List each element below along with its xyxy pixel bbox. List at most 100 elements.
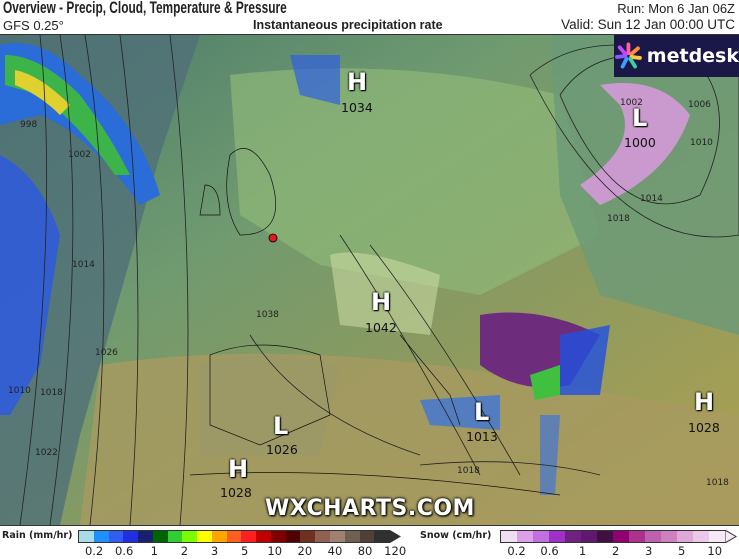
map-canvas: 998 1002 1014 1026 1018 1010 1022 1002 1… — [0, 34, 739, 526]
isobar-label: 1010 — [8, 386, 31, 396]
isobar-label: 1018 — [457, 466, 480, 476]
rain-tick-label: 120 — [384, 544, 407, 558]
snow-color-swatch — [533, 531, 549, 542]
weather-map[interactable]: 998 1002 1014 1026 1018 1010 1022 1002 1… — [0, 34, 739, 526]
snow-tick-label: 0.2 — [507, 544, 526, 558]
snow-colorbar — [500, 530, 726, 543]
rain-color-swatch — [123, 531, 139, 542]
rain-color-swatch — [211, 531, 227, 542]
rain-color-swatch — [256, 531, 271, 542]
location-marker — [268, 233, 278, 243]
metdesk-star-icon — [614, 42, 642, 69]
snow-color-swatch — [501, 531, 517, 542]
rain-tick-label: 3 — [210, 544, 219, 558]
chart-subtitle: Instantaneous precipitation rate — [253, 18, 443, 32]
pressure-value: 1034 — [341, 100, 373, 115]
isobar-label: 998 — [20, 120, 37, 130]
chart-title: Overview - Precip, Cloud, Temperature & … — [3, 0, 287, 17]
rain-turkey-core — [530, 365, 560, 400]
snow-color-swatch — [597, 531, 613, 542]
atlantic-ocean — [0, 35, 200, 525]
rain-color-swatch — [344, 531, 360, 542]
isobar-label: 1006 — [688, 100, 711, 110]
rain-color-swatch — [152, 531, 168, 542]
rain-greece — [420, 395, 500, 430]
isobar-label: 1018 — [40, 388, 63, 398]
snow-color-swatch — [517, 531, 533, 542]
snow-tick-label: 3 — [645, 544, 653, 558]
rain-tick-label: 2 — [180, 544, 189, 558]
rain-colorbar — [78, 530, 390, 543]
coastlines — [189, 148, 561, 496]
rain-color-swatch — [197, 531, 212, 542]
rain-colorbar-arrow — [389, 530, 401, 543]
rain-color-swatch — [300, 531, 316, 542]
snow-tick-label: 5 — [678, 544, 686, 558]
snow-color-swatch — [629, 531, 645, 542]
legend: Rain (mm/hr) 0.2 0.6 1 2 3 5 10 20 40 80 120 Snow … — [0, 526, 739, 559]
snow-color-swatch — [661, 531, 677, 542]
isobar-label: 1018 — [706, 478, 729, 488]
pressure-value: 1042 — [365, 320, 397, 335]
rain-turkey — [560, 325, 610, 395]
metdesk-logo: metdesk — [614, 35, 739, 77]
russia-cloud — [550, 35, 739, 335]
high-pressure-label: H — [228, 455, 249, 483]
isobar-label: 1018 — [607, 214, 630, 224]
snow-tick-label: 2 — [611, 544, 620, 558]
rain-tick-label: 0.2 — [84, 544, 104, 558]
pressure-value: 1028 — [688, 420, 720, 435]
rain-color-swatch — [241, 531, 257, 542]
isobar-label: 1002 — [620, 98, 643, 108]
rain-tick-label: 1 — [150, 544, 158, 558]
isobar-label: 1038 — [256, 310, 279, 320]
snow-tick-label: 0.6 — [540, 544, 559, 558]
rain-band-southwest — [0, 155, 60, 415]
rain-tick-label: 5 — [240, 544, 249, 558]
rain-band-heavy — [15, 70, 70, 115]
snow-color-swatch — [693, 531, 709, 542]
rain-color-swatch — [93, 531, 109, 542]
snow-color-swatch — [613, 531, 629, 542]
central-europe-cloud — [230, 68, 600, 295]
isobar-label: 1010 — [690, 138, 713, 148]
high-pressure-label: H — [371, 288, 392, 316]
logo-text: metdesk — [646, 45, 739, 67]
rain-color-swatch — [108, 531, 124, 542]
snow-color-swatch — [645, 531, 661, 542]
isobar-label: 1002 — [68, 150, 91, 160]
rain-color-swatch — [270, 531, 286, 542]
low-pressure-label: L — [474, 398, 490, 426]
alps-cloud — [330, 252, 440, 335]
rain-cyprus — [540, 415, 560, 495]
low-pressure-label: L — [632, 104, 648, 132]
snow-color-swatch — [581, 531, 597, 542]
snow-colorbar-arrow — [725, 530, 737, 543]
rain-tick-label: 10 — [267, 544, 283, 558]
snow-color-swatch — [565, 531, 581, 542]
rain-color-swatch — [167, 531, 183, 542]
iberia — [200, 355, 340, 455]
rain-legend-label: Rain (mm/hr) — [2, 530, 73, 541]
snow-color-swatch — [677, 531, 693, 542]
rain-color-swatch — [285, 531, 301, 542]
rain-tick-label: 20 — [297, 544, 313, 558]
rain-tick-label: 0.6 — [115, 544, 134, 558]
isobars — [19, 34, 739, 526]
rain-color-swatch — [330, 531, 345, 542]
pressure-value: 1028 — [220, 485, 252, 500]
snow-color-swatch — [709, 531, 725, 542]
rain-scandinavia — [290, 55, 340, 105]
watermark: WXCHARTS.COM — [265, 496, 475, 521]
rain-color-swatch — [182, 531, 198, 542]
high-pressure-label: H — [347, 68, 368, 96]
low-pressure-label: L — [273, 412, 289, 440]
isobar-label: 1014 — [640, 194, 663, 204]
high-pressure-label: H — [694, 388, 715, 416]
rain-color-swatch — [138, 531, 153, 542]
isobar-labels: 998 1002 1014 1026 1018 1010 1022 1002 1… — [8, 98, 729, 488]
isobar-label: 1014 — [72, 260, 95, 270]
model-name: GFS 0.25° — [3, 18, 64, 33]
snow-tick-label: 1 — [578, 544, 587, 558]
rain-color-swatch — [226, 531, 242, 542]
